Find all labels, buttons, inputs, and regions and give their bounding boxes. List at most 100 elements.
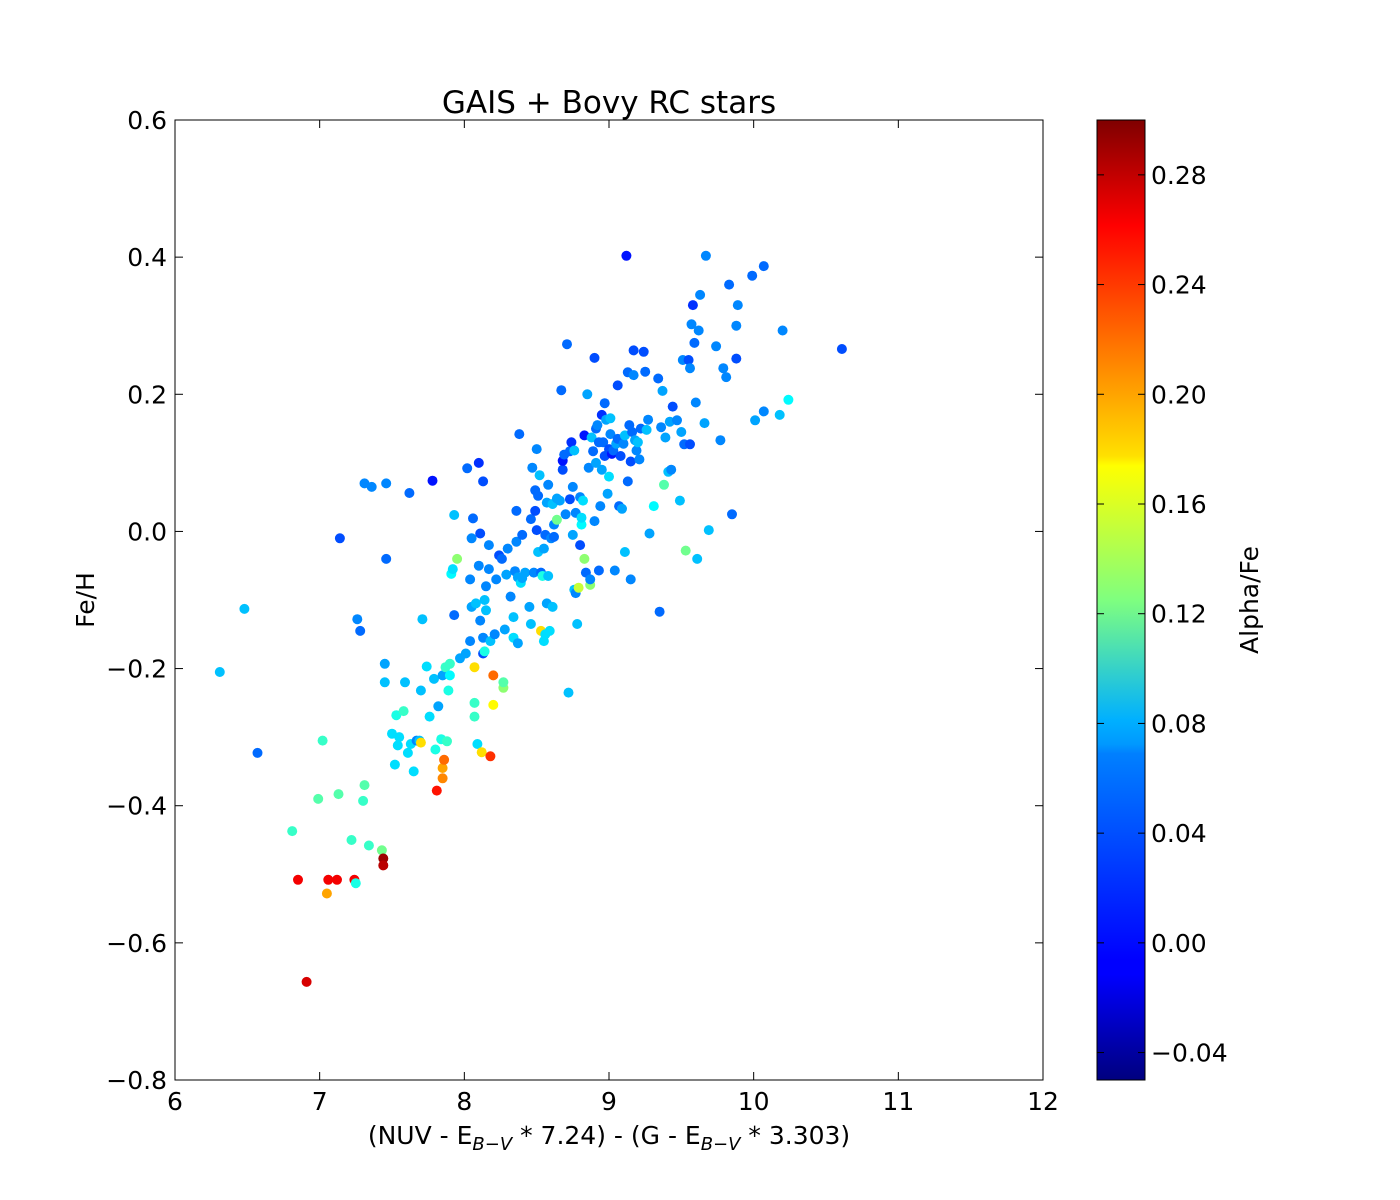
colorbar-tick-label: 0.28 bbox=[1151, 161, 1207, 190]
data-point bbox=[442, 736, 452, 747]
data-point bbox=[689, 337, 700, 348]
data-point bbox=[392, 740, 403, 751]
data-point bbox=[469, 697, 480, 708]
data-point bbox=[640, 366, 651, 377]
data-point bbox=[481, 605, 491, 616]
data-point bbox=[527, 462, 538, 473]
data-point bbox=[543, 479, 554, 490]
data-point bbox=[531, 444, 542, 455]
data-point bbox=[389, 759, 400, 770]
data-point bbox=[468, 513, 478, 524]
data-point bbox=[683, 355, 694, 365]
colorbar-tick-label: 0.20 bbox=[1151, 380, 1207, 409]
data-point bbox=[488, 670, 499, 681]
data-point bbox=[431, 785, 442, 796]
data-point bbox=[644, 528, 655, 539]
data-point bbox=[478, 476, 489, 487]
data-point bbox=[379, 658, 390, 669]
data-point bbox=[293, 874, 303, 885]
x-tick-label: 8 bbox=[456, 1087, 472, 1116]
data-point bbox=[718, 363, 729, 374]
data-point bbox=[589, 352, 600, 363]
data-point bbox=[627, 427, 638, 437]
x-axis-label-part: * 3.303) bbox=[740, 1121, 850, 1150]
x-tick-label: 9 bbox=[601, 1087, 617, 1116]
data-point bbox=[564, 494, 575, 505]
data-point bbox=[524, 601, 535, 612]
data-point bbox=[433, 701, 444, 712]
x-tick-label: 12 bbox=[1027, 1087, 1059, 1116]
data-point bbox=[638, 346, 649, 357]
data-point bbox=[417, 614, 428, 625]
data-point bbox=[214, 667, 225, 677]
data-point bbox=[543, 571, 554, 581]
data-point bbox=[381, 553, 392, 564]
data-point bbox=[501, 569, 512, 580]
data-point bbox=[466, 533, 477, 544]
data-point bbox=[777, 325, 788, 336]
data-point bbox=[317, 735, 328, 746]
data-point bbox=[634, 454, 645, 465]
data-point bbox=[427, 475, 438, 486]
data-point bbox=[499, 624, 510, 635]
data-point bbox=[287, 826, 298, 837]
data-point bbox=[352, 614, 363, 625]
data-point bbox=[472, 739, 483, 749]
data-point bbox=[569, 445, 580, 456]
data-point bbox=[573, 582, 584, 593]
data-point bbox=[700, 250, 711, 261]
data-point bbox=[460, 648, 471, 659]
x-tick-label: 7 bbox=[312, 1087, 328, 1116]
colorbar-label: Alpha/Fe bbox=[1235, 546, 1264, 654]
data-point bbox=[583, 462, 594, 473]
data-point bbox=[567, 481, 578, 492]
data-point bbox=[402, 747, 413, 758]
data-point bbox=[444, 658, 455, 669]
data-point bbox=[724, 279, 735, 290]
data-point bbox=[517, 529, 528, 540]
data-point bbox=[533, 490, 544, 501]
data-point bbox=[424, 711, 435, 722]
x-axis-label-subscript: B−V bbox=[472, 1134, 513, 1155]
data-point bbox=[625, 456, 636, 467]
data-point bbox=[346, 835, 357, 845]
points-layer bbox=[214, 250, 847, 987]
data-point bbox=[693, 325, 704, 336]
data-point bbox=[496, 553, 507, 564]
data-point bbox=[576, 512, 587, 523]
data-point bbox=[379, 677, 390, 688]
data-point bbox=[654, 606, 665, 617]
data-point bbox=[398, 706, 409, 717]
colorbar-tick-label: 0.00 bbox=[1151, 929, 1207, 958]
colorbar-tick-label: 0.08 bbox=[1151, 709, 1207, 738]
data-point bbox=[415, 737, 426, 748]
data-point bbox=[604, 471, 614, 482]
data-point bbox=[538, 543, 549, 554]
y-tick-label: 0.6 bbox=[127, 106, 167, 135]
data-point bbox=[609, 565, 620, 576]
data-point bbox=[512, 638, 523, 649]
data-point bbox=[404, 488, 415, 498]
data-point bbox=[672, 415, 682, 426]
colorbar-tick-label: 0.24 bbox=[1151, 271, 1207, 300]
x-axis: 6 7 8 9 10 11 12 bbox=[167, 120, 1059, 1116]
colorbar-ticks: −0.04 0.00 0.04 0.08 0.12 0.16 0.20 0.24 0.28 bbox=[1097, 161, 1228, 1068]
data-point bbox=[783, 394, 794, 405]
data-point bbox=[660, 432, 671, 443]
data-point bbox=[680, 545, 691, 556]
y-tick-label: −0.6 bbox=[106, 929, 167, 958]
data-point bbox=[479, 595, 490, 605]
colorbar-tick-label: 0.16 bbox=[1151, 490, 1207, 519]
colorbar-tick-label: 0.12 bbox=[1151, 600, 1207, 629]
y-tick-label: −0.4 bbox=[106, 792, 167, 821]
data-point bbox=[703, 525, 714, 536]
data-point bbox=[588, 446, 599, 457]
data-point bbox=[586, 432, 597, 443]
data-point bbox=[465, 636, 476, 647]
data-point bbox=[498, 677, 509, 688]
data-point bbox=[685, 439, 695, 450]
data-point bbox=[421, 661, 432, 672]
data-point bbox=[699, 418, 710, 429]
data-point bbox=[332, 874, 342, 885]
